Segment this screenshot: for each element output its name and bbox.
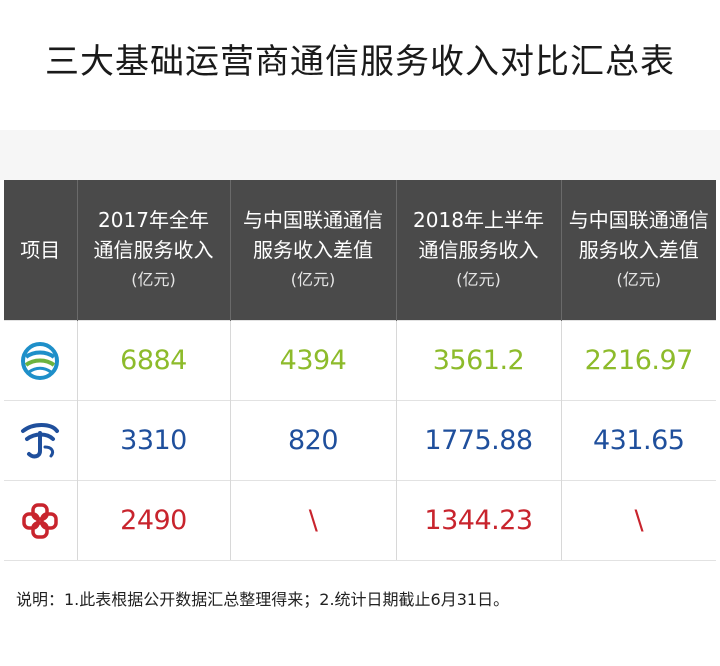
china-telecom-logo-icon (21, 422, 60, 458)
table-header-row: 项目 2017年全年 通信服务收入 (亿元) 与中国联通通信 服务收入差值 (亿… (4, 180, 716, 321)
logo-cell (4, 480, 77, 561)
title-bar: 三大基础运营商通信服务收入对比汇总表 (0, 0, 720, 130)
header-2017-diff: 与中国联通通信 服务收入差值 (亿元) (229, 180, 396, 321)
header-2018h1-diff: 与中国联通通信 服务收入差值 (亿元) (560, 180, 716, 321)
value-2018h1-revenue: 1775.88 (395, 400, 561, 481)
value-2018h1-diff: \ (560, 480, 716, 561)
logo-cell (4, 320, 77, 401)
value-2017-diff: 4394 (229, 320, 396, 401)
table-row: 3310 820 1775.88 431.65 (4, 400, 716, 481)
china-mobile-logo-icon (21, 341, 60, 380)
footnote: 说明：1.此表根据公开数据汇总整理得来；2.统计日期截止6月31日。 (16, 590, 510, 609)
logo-cell (4, 400, 77, 481)
value-2017-diff: 820 (229, 400, 396, 481)
value-2018h1-revenue: 1344.23 (395, 480, 561, 561)
page-title: 三大基础运营商通信服务收入对比汇总表 (45, 41, 675, 82)
value-2017-revenue: 3310 (76, 400, 230, 481)
value-2017-revenue: 6884 (76, 320, 230, 401)
table-row: 2490 \ 1344.23 \ (4, 480, 716, 561)
comparison-table: 项目 2017年全年 通信服务收入 (亿元) 与中国联通通信 服务收入差值 (亿… (4, 180, 716, 561)
value-2018h1-revenue: 3561.2 (395, 320, 561, 401)
header-item: 项目 (4, 180, 77, 321)
value-2018h1-diff: 431.65 (560, 400, 716, 481)
header-2018h1-revenue: 2018年上半年 通信服务收入 (亿元) (395, 180, 561, 321)
value-2018h1-diff: 2216.97 (560, 320, 716, 401)
table-row: 6884 4394 3561.2 2216.97 (4, 320, 716, 401)
china-unicom-logo-icon (22, 502, 58, 539)
value-2017-revenue: 2490 (76, 480, 230, 561)
value-2017-diff: \ (229, 480, 396, 561)
spacer (0, 130, 720, 180)
header-2017-revenue: 2017年全年 通信服务收入 (亿元) (76, 180, 230, 321)
